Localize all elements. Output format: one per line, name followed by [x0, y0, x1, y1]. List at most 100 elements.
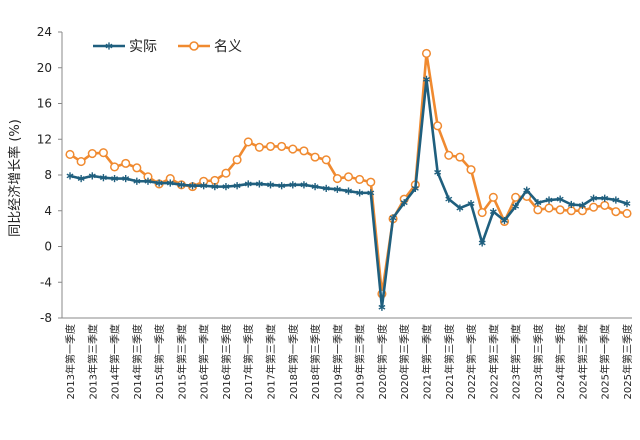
point-actual [289, 181, 297, 189]
point-actual [155, 179, 163, 187]
point-actual [244, 180, 252, 188]
point-nominal [310, 152, 320, 162]
point-nominal [121, 158, 131, 168]
point-actual [512, 202, 520, 210]
y-tick-labels: -8 -4 0 4 8 12 16 20 24 [37, 25, 62, 325]
point-actual [189, 182, 197, 190]
point-nominal [544, 203, 554, 213]
point-nominal [433, 121, 443, 131]
series-layer [65, 48, 632, 311]
point-nominal [221, 168, 231, 178]
point-actual [456, 204, 464, 212]
x-tick-label: 2023年第一季度 [510, 324, 523, 399]
x-tick-label: 2020年第一季度 [376, 324, 389, 399]
series-nominal [65, 48, 632, 299]
point-actual [567, 200, 575, 209]
point-nominal [555, 205, 565, 215]
point-actual [578, 201, 586, 209]
point-actual [300, 181, 308, 189]
x-tick-label: 2022年第一季度 [465, 324, 478, 399]
legend-marker-actual [105, 42, 113, 50]
y-tick-label: -4 [40, 275, 52, 289]
legend-item-nominal: 名义 [178, 39, 242, 55]
y-tick-label: 12 [37, 132, 52, 146]
point-actual [411, 184, 419, 193]
point-nominal [622, 208, 632, 218]
point-nominal [343, 172, 354, 182]
x-tick-label: 2017年第三季度 [265, 324, 278, 399]
y-tick-label: -8 [40, 311, 52, 325]
point-actual [489, 208, 497, 216]
point-nominal [600, 200, 610, 210]
point-nominal [110, 162, 120, 172]
point-nominal [355, 174, 365, 185]
point-actual [99, 174, 107, 182]
y-axis-label: 同比经济增长率 (%) [7, 119, 23, 237]
point-actual [378, 303, 386, 311]
point-actual [166, 179, 174, 187]
point-actual [322, 184, 330, 193]
point-actual [400, 199, 408, 207]
x-tick-label: 2015年第一季度 [153, 324, 166, 399]
point-nominal [299, 146, 309, 156]
point-nominal [332, 174, 342, 184]
x-tick-label: 2025年第一季度 [599, 324, 612, 399]
x-tick-label: 2018年第一季度 [287, 324, 300, 399]
point-actual [255, 180, 263, 188]
x-tick-label: 2022年第三季度 [487, 324, 500, 399]
point-actual [267, 181, 274, 189]
point-nominal [87, 149, 97, 159]
point-nominal [132, 163, 142, 173]
point-actual [601, 194, 609, 202]
point-actual [278, 182, 286, 190]
point-nominal [611, 207, 621, 217]
point-actual [356, 189, 364, 197]
x-tick-label: 2021年第三季度 [443, 324, 456, 399]
x-tick-label: 2016年第一季度 [198, 324, 211, 399]
point-actual [345, 187, 352, 195]
point-nominal [511, 192, 521, 202]
point-nominal [288, 144, 298, 154]
x-tick-label: 2025年第三季度 [621, 324, 634, 399]
x-tick-label: 2019年第一季度 [331, 324, 344, 399]
point-actual [311, 183, 319, 191]
x-tick-label: 2014年第三季度 [131, 324, 144, 399]
point-actual [88, 172, 96, 180]
point-nominal [421, 48, 432, 59]
point-actual [367, 189, 375, 197]
x-tick-label: 2023年第三季度 [532, 324, 545, 399]
point-nominal [265, 141, 276, 151]
x-tick-label: 2020年第三季度 [398, 324, 411, 399]
x-tick-label: 2019年第三季度 [354, 324, 367, 399]
point-actual [423, 75, 430, 83]
x-tick-label: 2018年第三季度 [309, 324, 322, 399]
y-tick-label: 0 [44, 240, 52, 254]
x-tick-label: 2014年第一季度 [109, 324, 122, 399]
point-actual [389, 214, 397, 222]
point-nominal [232, 155, 242, 165]
point-actual [133, 177, 141, 185]
y-tick-label: 16 [37, 97, 52, 111]
x-tick-label: 2015年第三季度 [175, 324, 188, 399]
point-actual [590, 194, 598, 202]
x-tick-label: 2016年第三季度 [220, 324, 233, 399]
legend: 实际 名义 [93, 39, 242, 55]
point-nominal [321, 155, 331, 165]
legend-label-nominal: 名义 [214, 39, 242, 55]
point-nominal [76, 157, 86, 167]
x-tick-label: 2024年第三季度 [576, 324, 589, 399]
x-tick-label: 2024年第一季度 [554, 324, 567, 399]
point-actual [211, 183, 219, 191]
point-actual [500, 216, 508, 225]
series-actual [66, 75, 631, 311]
point-actual [545, 196, 553, 204]
point-nominal [455, 152, 465, 162]
point-actual [66, 172, 74, 180]
point-actual [445, 195, 453, 203]
point-nominal [466, 165, 476, 175]
x-tick-label: 2017年第一季度 [242, 324, 255, 399]
legend-item-actual: 实际 [93, 39, 157, 55]
point-actual [467, 200, 475, 208]
x-tick-label: 2013年第一季度 [64, 324, 77, 399]
